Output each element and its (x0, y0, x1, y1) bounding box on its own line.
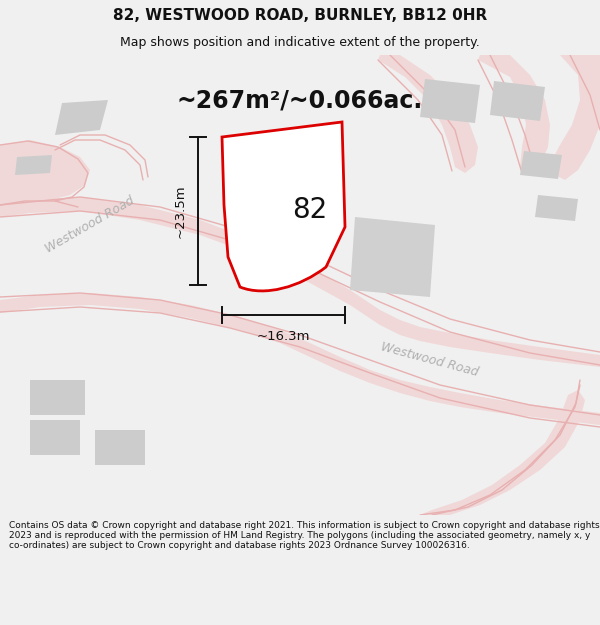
Polygon shape (350, 217, 435, 297)
Polygon shape (490, 81, 545, 121)
Text: ~267m²/~0.066ac.: ~267m²/~0.066ac. (177, 88, 423, 112)
Polygon shape (478, 55, 550, 173)
PathPatch shape (222, 122, 345, 291)
Polygon shape (0, 140, 90, 205)
Polygon shape (30, 420, 80, 455)
Text: 82: 82 (292, 196, 328, 224)
Polygon shape (30, 380, 85, 415)
Polygon shape (55, 100, 108, 135)
Polygon shape (378, 55, 478, 173)
Polygon shape (420, 79, 480, 123)
Text: ~23.5m: ~23.5m (173, 184, 187, 238)
Text: Map shows position and indicative extent of the property.: Map shows position and indicative extent… (120, 36, 480, 49)
Polygon shape (0, 197, 600, 367)
Polygon shape (95, 430, 145, 465)
Polygon shape (535, 195, 578, 221)
Text: ~16.3m: ~16.3m (257, 331, 310, 344)
Polygon shape (552, 55, 600, 180)
Polygon shape (520, 151, 562, 179)
Text: 82, WESTWOOD ROAD, BURNLEY, BB12 0HR: 82, WESTWOOD ROAD, BURNLEY, BB12 0HR (113, 8, 487, 23)
Polygon shape (15, 155, 52, 175)
Text: Westwood Road: Westwood Road (380, 341, 480, 379)
Polygon shape (0, 293, 600, 425)
Text: Westwood Road: Westwood Road (43, 194, 137, 256)
Text: Contains OS data © Crown copyright and database right 2021. This information is : Contains OS data © Crown copyright and d… (9, 521, 599, 550)
Polygon shape (420, 390, 585, 515)
